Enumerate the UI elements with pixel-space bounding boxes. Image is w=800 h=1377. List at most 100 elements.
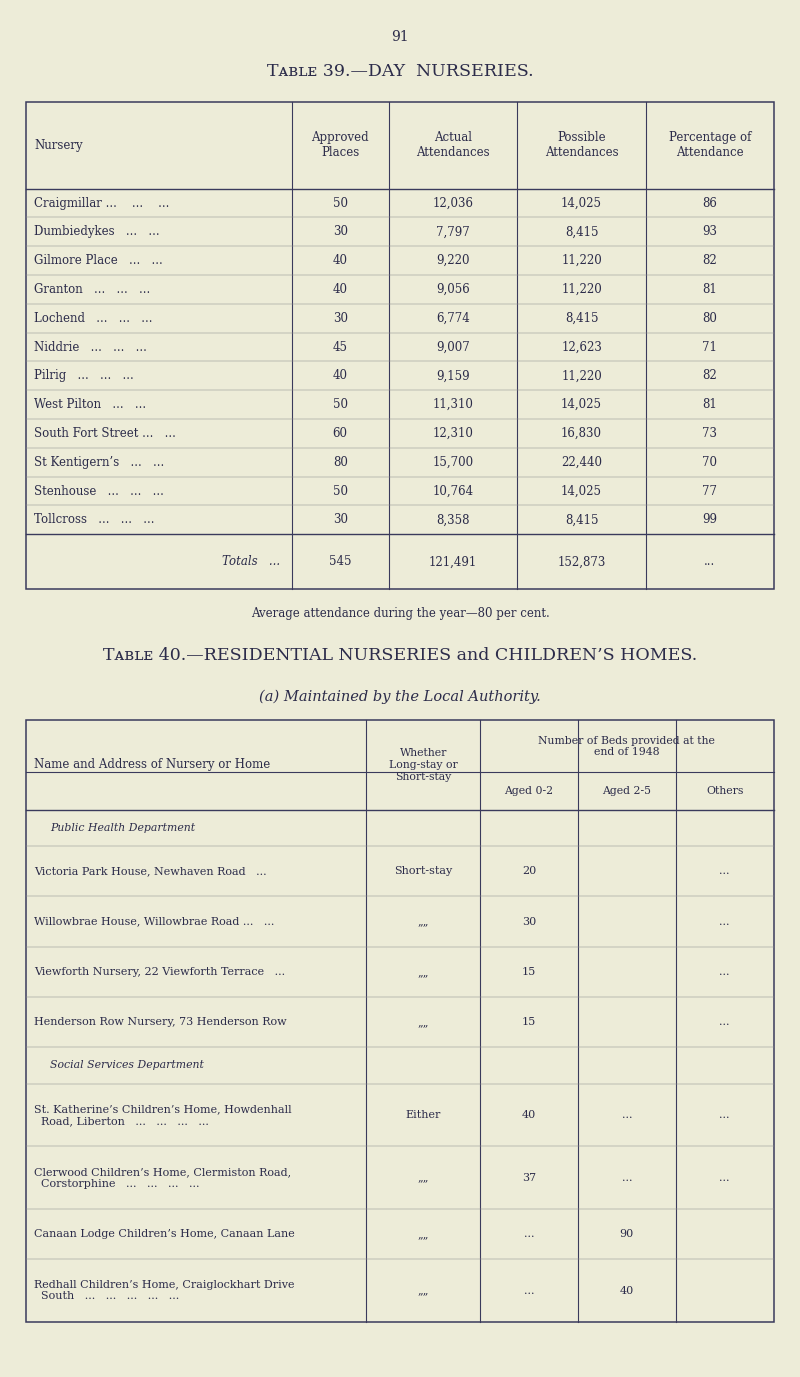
- Text: Public Health Department: Public Health Department: [50, 823, 195, 833]
- Text: Victoria Park House, Newhaven Road   ...: Victoria Park House, Newhaven Road ...: [34, 866, 267, 876]
- Text: „„: „„: [418, 1230, 429, 1239]
- Text: 9,159: 9,159: [436, 369, 470, 383]
- Text: St. Katherine’s Children’s Home, Howdenhall
  Road, Liberton   ...   ...   ...  : St. Katherine’s Children’s Home, Howdenh…: [34, 1104, 292, 1126]
- Text: 12,310: 12,310: [433, 427, 474, 441]
- Text: 37: 37: [522, 1173, 536, 1183]
- Text: 15: 15: [522, 1016, 536, 1027]
- Text: Totals   ...: Totals ...: [222, 555, 280, 569]
- Text: Approved
Places: Approved Places: [311, 131, 369, 160]
- Text: 7,797: 7,797: [436, 226, 470, 238]
- Text: 90: 90: [620, 1230, 634, 1239]
- Text: Tᴀʙʟᴇ 39.—DAY  NURSERIES.: Tᴀʙʟᴇ 39.—DAY NURSERIES.: [266, 63, 534, 80]
- Text: Actual
Attendances: Actual Attendances: [416, 131, 490, 160]
- Text: ...: ...: [622, 1173, 632, 1183]
- Text: Others: Others: [706, 786, 743, 796]
- Text: 40: 40: [333, 255, 348, 267]
- Text: 40: 40: [522, 1110, 536, 1120]
- Text: Niddrie   ...   ...   ...: Niddrie ... ... ...: [34, 340, 147, 354]
- Text: Tollcross   ...   ...   ...: Tollcross ... ... ...: [34, 514, 155, 526]
- Text: 40: 40: [333, 369, 348, 383]
- Text: Clerwood Children’s Home, Clermiston Road,
  Corstorphine   ...   ...   ...   ..: Clerwood Children’s Home, Clermiston Roa…: [34, 1166, 291, 1188]
- Text: 80: 80: [702, 311, 717, 325]
- Text: Social Services Department: Social Services Department: [50, 1060, 204, 1070]
- Text: 91: 91: [391, 29, 409, 44]
- Text: 40: 40: [620, 1286, 634, 1296]
- Text: 121,491: 121,491: [429, 555, 477, 569]
- Text: Aged 2-5: Aged 2-5: [602, 786, 651, 796]
- Bar: [26, 720, 774, 1322]
- Text: Nursery: Nursery: [34, 139, 83, 151]
- Text: Craigmillar ...    ...    ...: Craigmillar ... ... ...: [34, 197, 170, 209]
- Text: 8,415: 8,415: [565, 514, 598, 526]
- Text: Either: Either: [406, 1110, 441, 1120]
- Text: 15: 15: [522, 967, 536, 976]
- Text: (a) Maintained by the Local Authority.: (a) Maintained by the Local Authority.: [259, 690, 541, 704]
- Text: Percentage of
Attendance: Percentage of Attendance: [669, 131, 751, 160]
- Text: ...: ...: [719, 866, 730, 876]
- Text: 99: 99: [702, 514, 718, 526]
- Text: ...: ...: [622, 1110, 632, 1120]
- Text: Viewforth Nursery, 22 Viewforth Terrace   ...: Viewforth Nursery, 22 Viewforth Terrace …: [34, 967, 286, 976]
- Text: ...: ...: [719, 1016, 730, 1027]
- Text: Willowbrae House, Willowbrae Road ...   ...: Willowbrae House, Willowbrae Road ... ..…: [34, 917, 274, 927]
- Text: Average attendance during the year—80 per cent.: Average attendance during the year—80 pe…: [250, 607, 550, 620]
- Text: „„: „„: [418, 1173, 429, 1183]
- Text: Short-stay: Short-stay: [394, 866, 452, 876]
- Text: ...: ...: [704, 555, 715, 569]
- Text: 45: 45: [333, 340, 348, 354]
- Text: 30: 30: [333, 311, 348, 325]
- Text: 8,358: 8,358: [436, 514, 470, 526]
- Text: ...: ...: [719, 1110, 730, 1120]
- Text: 50: 50: [333, 485, 348, 497]
- Text: Tᴀʙʟᴇ 40.—RESIDENTIAL NURSERIES and CHILDREN’S HOMES.: Tᴀʙʟᴇ 40.—RESIDENTIAL NURSERIES and CHIL…: [103, 647, 697, 664]
- Text: 14,025: 14,025: [561, 485, 602, 497]
- Text: 30: 30: [333, 514, 348, 526]
- Text: 11,220: 11,220: [561, 255, 602, 267]
- Text: 22,440: 22,440: [561, 456, 602, 468]
- Text: 11,310: 11,310: [433, 398, 474, 412]
- Text: 16,830: 16,830: [561, 427, 602, 441]
- Text: 20: 20: [522, 866, 536, 876]
- Text: Lochend   ...   ...   ...: Lochend ... ... ...: [34, 311, 153, 325]
- Text: 73: 73: [702, 427, 718, 441]
- Text: „„: „„: [418, 1016, 429, 1027]
- Text: Stenhouse   ...   ...   ...: Stenhouse ... ... ...: [34, 485, 164, 497]
- Text: 82: 82: [702, 255, 717, 267]
- Text: 81: 81: [702, 282, 717, 296]
- Text: 50: 50: [333, 197, 348, 209]
- Text: 15,700: 15,700: [433, 456, 474, 468]
- Text: South Fort Street ...   ...: South Fort Street ... ...: [34, 427, 176, 441]
- Text: Aged 0-2: Aged 0-2: [504, 786, 554, 796]
- Text: 152,873: 152,873: [558, 555, 606, 569]
- Text: 70: 70: [702, 456, 718, 468]
- Text: Redhall Children’s Home, Craiglockhart Drive
  South   ...   ...   ...   ...   .: Redhall Children’s Home, Craiglockhart D…: [34, 1279, 295, 1301]
- Text: 12,036: 12,036: [433, 197, 474, 209]
- Text: 82: 82: [702, 369, 717, 383]
- Text: 50: 50: [333, 398, 348, 412]
- Text: 8,415: 8,415: [565, 311, 598, 325]
- Text: 86: 86: [702, 197, 717, 209]
- Text: 93: 93: [702, 226, 718, 238]
- Text: 11,220: 11,220: [561, 282, 602, 296]
- Text: 10,764: 10,764: [433, 485, 474, 497]
- Text: Dumbiedykes   ...   ...: Dumbiedykes ... ...: [34, 226, 160, 238]
- Text: 8,415: 8,415: [565, 226, 598, 238]
- Text: ...: ...: [524, 1286, 534, 1296]
- Text: „„: „„: [418, 1286, 429, 1296]
- Text: 9,220: 9,220: [436, 255, 470, 267]
- Text: „„: „„: [418, 967, 429, 976]
- Text: ...: ...: [719, 917, 730, 927]
- Text: Possible
Attendances: Possible Attendances: [545, 131, 618, 160]
- Text: 30: 30: [333, 226, 348, 238]
- Text: 81: 81: [702, 398, 717, 412]
- Text: Henderson Row Nursery, 73 Henderson Row: Henderson Row Nursery, 73 Henderson Row: [34, 1016, 287, 1027]
- Text: 30: 30: [522, 917, 536, 927]
- Text: 40: 40: [333, 282, 348, 296]
- Text: 545: 545: [329, 555, 351, 569]
- Text: 71: 71: [702, 340, 717, 354]
- Text: 11,220: 11,220: [561, 369, 602, 383]
- Text: „„: „„: [418, 917, 429, 927]
- Text: 77: 77: [702, 485, 718, 497]
- Text: ...: ...: [719, 967, 730, 976]
- Text: ...: ...: [719, 1173, 730, 1183]
